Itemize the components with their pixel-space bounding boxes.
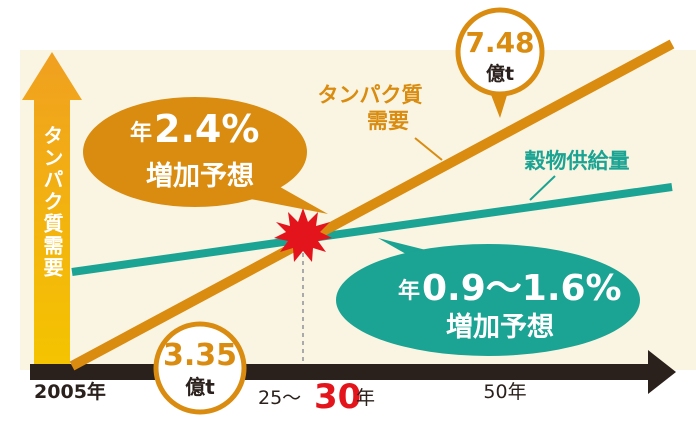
callout-tail	[490, 92, 508, 118]
callout-prefix: 年	[398, 278, 420, 304]
bubble-value: 3.35	[163, 338, 237, 373]
x-label-emphasis: 30	[314, 377, 361, 417]
bubble-unit: 億t	[486, 62, 514, 85]
leader-line	[414, 137, 443, 161]
series-label: 需要	[367, 109, 409, 133]
intersection-burst	[274, 208, 332, 262]
callout-value: 0.9～1.6%	[422, 268, 622, 309]
protein-line	[69, 39, 675, 371]
value-bubble	[455, 7, 545, 97]
leader-line	[529, 175, 556, 201]
callout-value: 2.4%	[154, 107, 259, 151]
y-axis-label: タンパク質需要	[40, 125, 64, 279]
x-label: 年	[356, 387, 375, 409]
bubble-unit: 億t	[185, 375, 215, 399]
callout-prefix: 年	[130, 120, 152, 146]
bubble-value: 7.48	[465, 26, 534, 59]
value-bubble	[153, 321, 247, 415]
callout	[336, 244, 640, 356]
grain-line	[71, 183, 673, 276]
callout-text: 増加予想	[146, 160, 254, 192]
x-label: 50年	[483, 381, 526, 403]
callout-text: 増加予想	[446, 311, 554, 343]
x-label: 2005年	[34, 380, 106, 403]
series-label: タンパク質	[318, 83, 423, 107]
x-label: 25～	[258, 387, 301, 409]
x-axis-arrow	[30, 350, 676, 394]
y-axis-arrow	[22, 52, 82, 368]
series-label: 穀物供給量	[525, 149, 630, 173]
callout	[83, 97, 307, 207]
